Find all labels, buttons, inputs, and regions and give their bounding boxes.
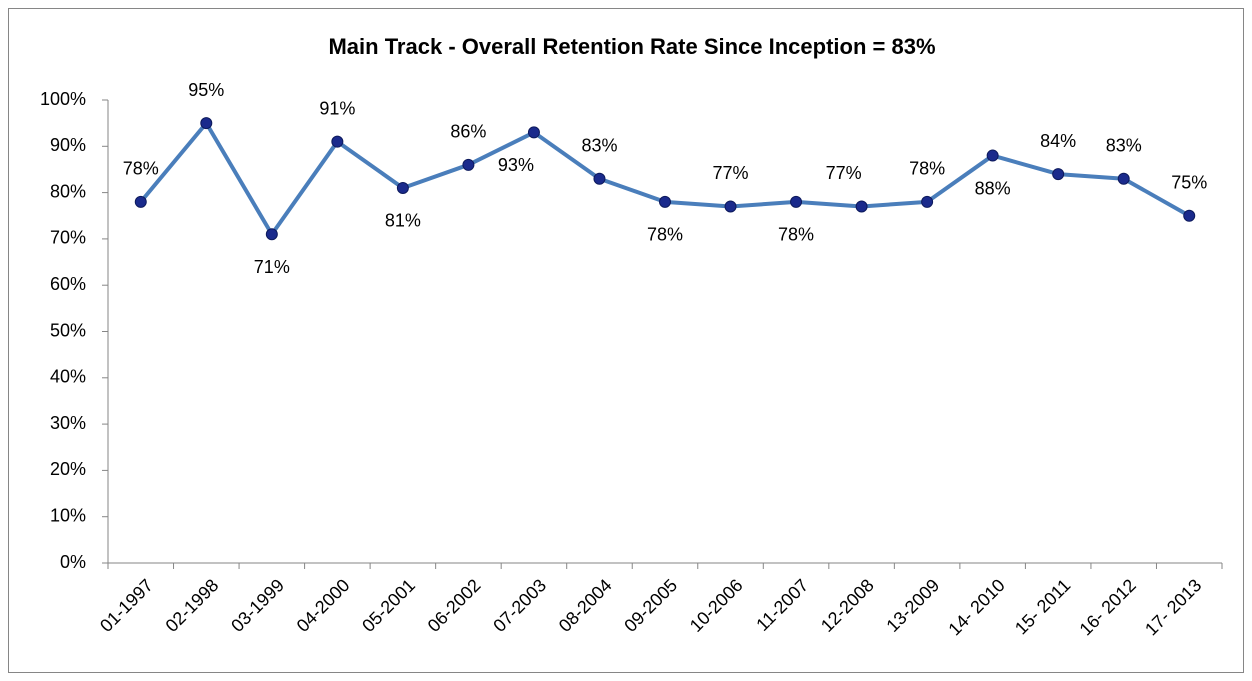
y-tick-label: 80% xyxy=(50,181,86,201)
marker xyxy=(855,200,868,213)
marker xyxy=(1183,209,1196,222)
data-label: 95% xyxy=(188,80,224,100)
y-tick-label: 100% xyxy=(40,89,86,109)
data-label: 78% xyxy=(647,225,683,245)
data-label: 78% xyxy=(909,159,945,179)
marker xyxy=(986,149,999,162)
data-label: 84% xyxy=(1040,131,1076,151)
data-label: 86% xyxy=(450,122,486,142)
marker xyxy=(790,195,803,208)
data-label: 77% xyxy=(826,163,862,183)
marker xyxy=(462,158,475,171)
marker xyxy=(134,195,147,208)
data-label: 78% xyxy=(123,159,159,179)
data-label: 75% xyxy=(1171,173,1207,193)
data-label: 88% xyxy=(975,178,1011,198)
data-label: 83% xyxy=(581,135,617,155)
chart-title: Main Track - Overall Retention Rate Sinc… xyxy=(328,34,935,59)
marker xyxy=(921,195,934,208)
y-tick-label: 30% xyxy=(50,413,86,433)
marker xyxy=(527,126,540,139)
y-tick-label: 0% xyxy=(60,552,86,572)
marker xyxy=(200,117,213,130)
y-tick-label: 50% xyxy=(50,320,86,340)
data-label: 91% xyxy=(319,98,355,118)
y-tick-label: 90% xyxy=(50,135,86,155)
data-label: 81% xyxy=(385,211,421,231)
y-tick-label: 70% xyxy=(50,228,86,248)
y-tick-label: 60% xyxy=(50,274,86,294)
y-tick-label: 20% xyxy=(50,459,86,479)
marker xyxy=(593,172,606,185)
marker xyxy=(396,181,409,194)
data-label: 71% xyxy=(254,257,290,277)
marker xyxy=(331,135,344,148)
y-tick-label: 40% xyxy=(50,367,86,387)
marker xyxy=(1117,172,1130,185)
data-label: 77% xyxy=(713,163,749,183)
y-tick-label: 10% xyxy=(50,505,86,525)
data-label: 78% xyxy=(778,225,814,245)
chart-border xyxy=(8,8,1244,673)
marker xyxy=(1052,168,1065,181)
data-label: 93% xyxy=(498,155,534,175)
marker xyxy=(724,200,737,213)
marker xyxy=(659,195,671,208)
data-label: 83% xyxy=(1106,135,1142,155)
marker xyxy=(265,228,278,241)
